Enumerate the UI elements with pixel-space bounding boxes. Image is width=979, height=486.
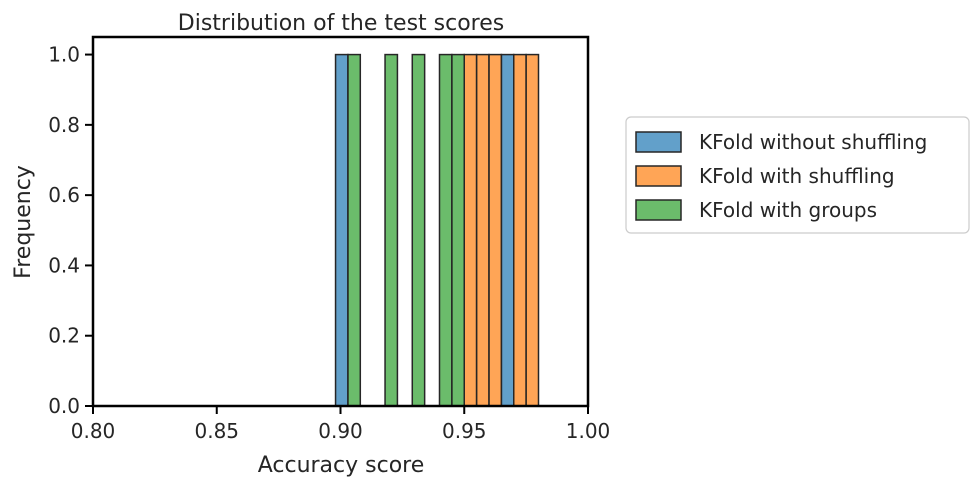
y-axis-label: Frequency (11, 165, 36, 279)
y-tick-label: 0.4 (48, 253, 80, 277)
x-tick-label: 1.00 (566, 419, 611, 443)
x-tick-label: 0.90 (318, 419, 363, 443)
bar-series-3-bin-4 (438, 53, 453, 407)
bars-layer (334, 53, 540, 407)
y-tick-label: 0.8 (48, 113, 80, 137)
bar-series-2-bin-5 (525, 53, 540, 407)
bar-series-1-bin-2 (500, 53, 515, 407)
y-tick-label: 1.0 (48, 43, 80, 67)
bar-series-3-bin-2 (384, 53, 399, 407)
bar-series-3-bin-1 (347, 53, 362, 407)
chart-title: Distribution of the test scores (178, 11, 504, 36)
legend-label-1: KFold without shuffling (699, 130, 927, 154)
legend: KFold without shuffling KFold with shuffl… (625, 116, 970, 234)
legend-label-3: KFold with groups (699, 198, 877, 222)
x-tick-label: 0.85 (194, 419, 239, 443)
x-tick-label: 0.80 (71, 419, 116, 443)
x-axis-label: Accuracy score (258, 453, 425, 478)
legend-swatch-3 (635, 199, 682, 221)
x-tick-label: 0.95 (442, 419, 487, 443)
bar-series-2-bin-1 (463, 53, 478, 407)
bar-series-2-bin-3 (488, 53, 503, 407)
bar-series-1-bin-1 (334, 53, 349, 407)
y-tick-label: 0.6 (48, 183, 80, 207)
bar-series-3-bin-5 (451, 53, 465, 407)
legend-label-2: KFold with shuffling (699, 164, 895, 188)
axes-layer: 0.80 0.85 0.90 0.95 1.00 0.0 0.2 0.4 0.6 0.8 1.0 (48, 35, 611, 443)
bar-series-2-bin-2 (475, 53, 490, 407)
legend-frame (625, 116, 970, 234)
legend-swatch-1 (635, 131, 682, 153)
legend-swatch-2 (635, 165, 682, 187)
bar-series-2-bin-4 (513, 53, 527, 407)
bar-series-3-bin-3 (411, 53, 426, 407)
y-tick-label: 0.2 (48, 324, 80, 348)
y-tick-label: 0.0 (48, 394, 80, 418)
